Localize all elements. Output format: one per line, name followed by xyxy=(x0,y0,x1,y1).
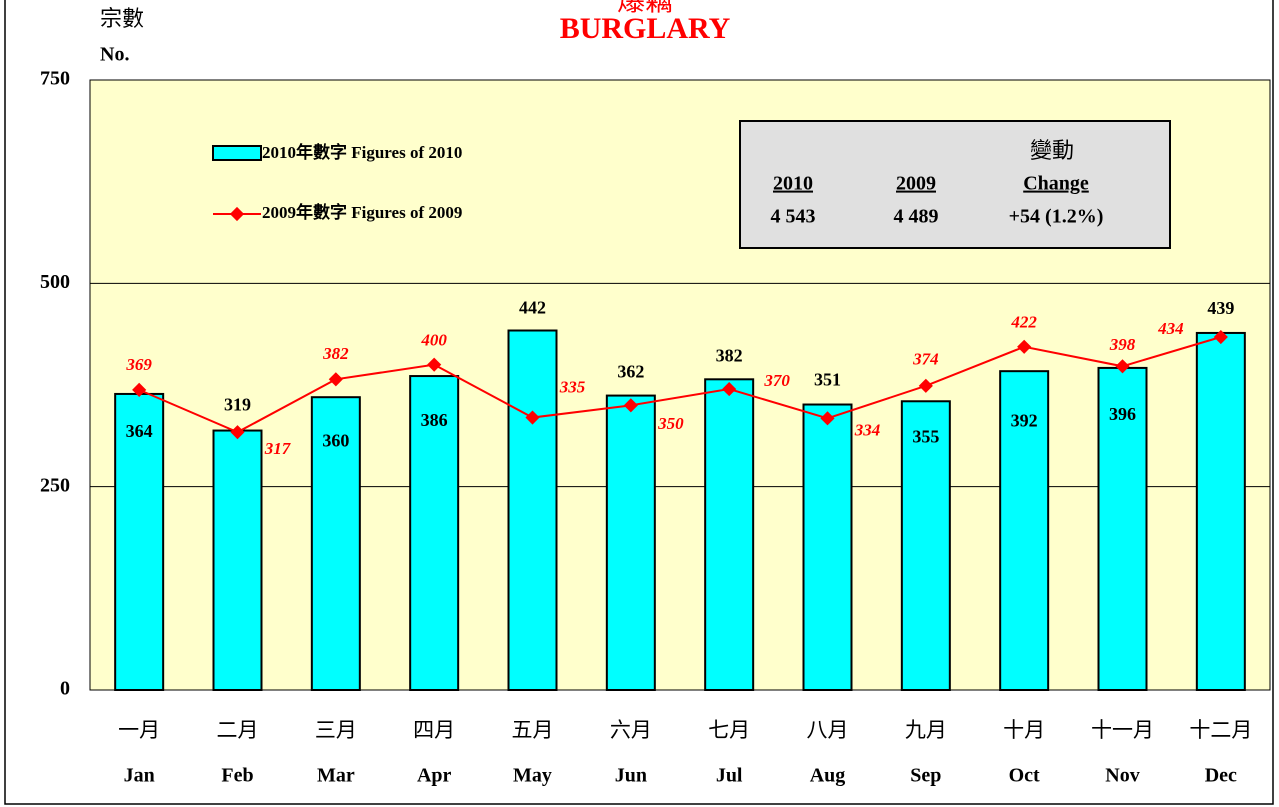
x-tick-label: Jul xyxy=(716,765,743,787)
summary-background xyxy=(739,120,1171,249)
y-axis-label-zh: 宗數 xyxy=(100,7,144,32)
bar xyxy=(999,370,1050,691)
bar-value-label: 382 xyxy=(716,345,743,365)
x-tick-label-zh: 九月 xyxy=(905,718,947,742)
line-marker xyxy=(132,382,147,397)
line-value-label: 370 xyxy=(763,371,790,390)
line xyxy=(138,336,1222,434)
x-tick-label: Aug xyxy=(810,765,846,787)
x-tick-label: Oct xyxy=(1009,765,1040,787)
x-tick-label: Jun xyxy=(615,765,647,787)
line-marker xyxy=(328,372,343,387)
x-tick-label-zh: 二月 xyxy=(217,718,259,742)
bar-value-label: 364 xyxy=(126,421,153,441)
line-value-label: 422 xyxy=(1010,313,1037,332)
bar xyxy=(310,396,361,691)
line-value-label: 350 xyxy=(657,414,684,433)
summary-header-top: 變動 xyxy=(1030,139,1074,164)
bar xyxy=(704,378,755,691)
y-tick-label: 0 xyxy=(60,678,70,700)
bar-value-label: 396 xyxy=(1109,404,1136,424)
x-tick-label: Dec xyxy=(1205,765,1237,787)
x-tick-label-zh: 七月 xyxy=(708,718,750,742)
bar xyxy=(802,403,853,691)
bar xyxy=(900,400,951,691)
line-marker xyxy=(525,410,540,425)
line-value-label: 434 xyxy=(1157,319,1184,338)
line-value-label: 400 xyxy=(420,331,447,350)
y-tick-label: 750 xyxy=(40,68,70,90)
legend-marker xyxy=(229,206,245,222)
y-tick-label: 250 xyxy=(40,474,70,496)
line-marker xyxy=(1017,339,1032,354)
bar-value-label: 319 xyxy=(224,395,251,415)
bar-value-label: 386 xyxy=(421,410,448,430)
line-marker xyxy=(623,398,638,413)
summary-value: 4 489 xyxy=(894,206,939,228)
line-value-label: 398 xyxy=(1109,335,1136,354)
x-tick-label: Feb xyxy=(221,765,253,787)
x-tick-label: Nov xyxy=(1105,765,1139,787)
x-tick-label: Sep xyxy=(910,765,941,787)
summary-header: Change xyxy=(1023,173,1089,195)
x-tick-label-zh: 十一月 xyxy=(1091,718,1154,742)
bar xyxy=(114,392,165,691)
line-value-label: 382 xyxy=(322,344,349,363)
summary-box: 變動 2010 2009 Change 4 543 4 489 +54 (1.2… xyxy=(739,120,1171,249)
line-marker xyxy=(722,381,737,397)
bar-value-label: 392 xyxy=(1011,410,1038,430)
summary-header: 2010 xyxy=(773,173,813,195)
x-tick-label-zh: 八月 xyxy=(807,718,849,742)
bar xyxy=(212,429,263,691)
line-marker xyxy=(1115,359,1130,374)
bar xyxy=(605,394,656,691)
line-marker xyxy=(230,425,245,440)
bar-value-label: 442 xyxy=(519,298,546,318)
x-tick-label: Apr xyxy=(417,765,452,787)
line-value-label: 334 xyxy=(854,420,881,439)
bar xyxy=(1195,331,1246,691)
summary-header: 2009 xyxy=(896,173,936,195)
bar-value-label: 360 xyxy=(322,430,349,450)
bar-value-label: 362 xyxy=(617,362,644,382)
bar-value-label: 351 xyxy=(814,370,841,390)
line-value-label: 335 xyxy=(559,377,586,396)
page-border xyxy=(4,0,1274,805)
bar-value-label: 355 xyxy=(912,426,939,446)
chart-title: BURGLARY xyxy=(560,12,731,45)
x-tick-label-zh: 一月 xyxy=(118,718,160,742)
x-tick-label: Mar xyxy=(317,765,355,787)
x-tick-label: May xyxy=(513,765,552,787)
legend-label: 2009年數字 Figures of 2009 xyxy=(262,202,462,222)
legend-label: 2010年數字 Figures of 2010 xyxy=(262,142,462,162)
x-tick-label: Jan xyxy=(124,765,155,787)
summary-value: 4 543 xyxy=(771,206,816,228)
line-value-label: 317 xyxy=(264,439,292,458)
line-marker xyxy=(427,357,442,372)
x-tick-label-zh: 六月 xyxy=(610,718,652,742)
x-tick-label-zh: 十二月 xyxy=(1189,718,1252,742)
line-value-label: 374 xyxy=(912,350,939,369)
chart-title-zh: 爆竊 xyxy=(617,0,673,17)
x-tick-label-zh: 五月 xyxy=(512,718,554,742)
bar xyxy=(507,329,558,691)
bar-value-label: 439 xyxy=(1207,298,1234,318)
x-tick-label-zh: 十月 xyxy=(1003,718,1045,742)
line-value-label: 369 xyxy=(125,355,152,374)
legend-swatch-bar xyxy=(212,145,262,161)
y-tick-label: 500 xyxy=(40,271,70,293)
legend: 2010年數字 Figures of 2010 2009年數字 Figures … xyxy=(212,142,462,222)
y-axis-label: No. xyxy=(100,44,129,66)
line-marker xyxy=(1213,329,1228,345)
bar xyxy=(409,375,460,691)
x-tick-label-zh: 四月 xyxy=(413,718,455,742)
line-marker xyxy=(918,378,933,393)
summary-value: +54 (1.2%) xyxy=(1009,206,1104,228)
line-marker xyxy=(820,411,835,426)
x-tick-label-zh: 三月 xyxy=(315,718,357,742)
